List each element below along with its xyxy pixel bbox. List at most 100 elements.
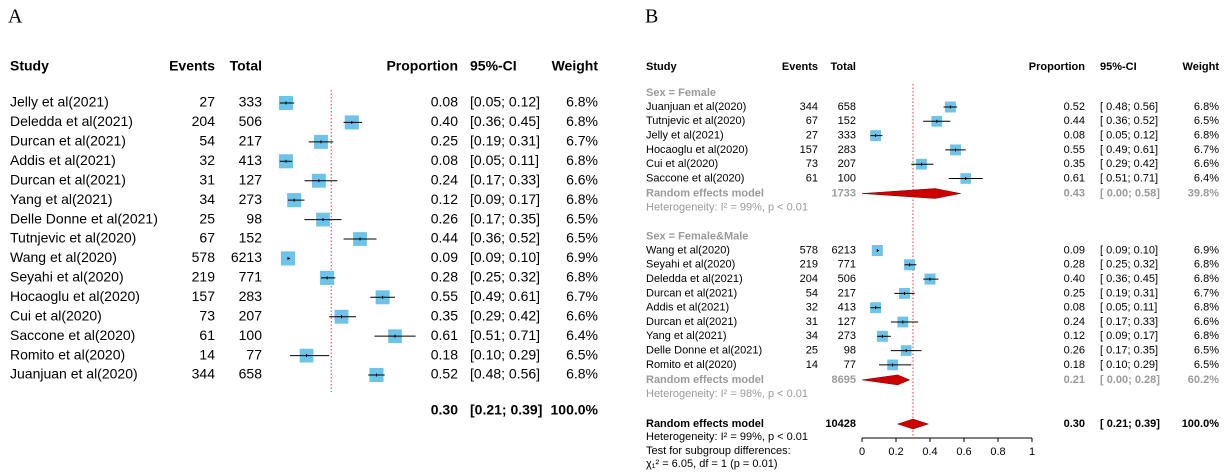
proportion: 0.28: [1064, 259, 1085, 271]
column-header: Weight: [1183, 61, 1220, 73]
study-name: Addis et al(2021): [646, 302, 729, 314]
events: 31: [199, 171, 215, 187]
study-name: Cui et al(2020): [10, 307, 102, 323]
total: 77: [844, 359, 856, 371]
proportion: 0.24: [1064, 316, 1085, 328]
weight: 6.8%: [566, 269, 598, 285]
confidence-interval: [ 0.21; 0.39]: [1100, 418, 1160, 430]
proportion: 0.09: [1064, 244, 1085, 256]
x-tick-label: 0.8: [990, 446, 1005, 458]
group-header: Sex = Female&Male: [646, 230, 748, 242]
study-name: Yang et al(2021): [646, 330, 727, 342]
confidence-interval: [0.17; 0.33]: [470, 171, 540, 187]
proportion: 0.08: [1064, 130, 1085, 142]
total: 506: [239, 113, 263, 129]
proportion: 0.40: [1064, 273, 1085, 285]
confidence-interval: [0.49; 0.61]: [470, 288, 540, 304]
study-name: Romito et al(2020): [10, 346, 125, 362]
column-header: Proportion: [386, 58, 458, 74]
total: 217: [239, 133, 263, 149]
confidence-interval: [0.10; 0.29]: [470, 346, 540, 362]
total: 413: [239, 152, 263, 168]
total: 10428: [825, 418, 856, 430]
x-tick-label: 0.4: [922, 446, 937, 458]
x-tick-label: 0.6: [956, 446, 971, 458]
events: 219: [800, 259, 818, 271]
total: 1733: [832, 187, 856, 199]
panel-label: B: [645, 6, 658, 28]
confidence-interval: [ 0.09; 0.17]: [1100, 330, 1158, 342]
study-name: Romito et al(2020): [646, 359, 737, 371]
study-name: Jelly et al(2021): [10, 94, 109, 110]
confidence-interval: [0.09; 0.17]: [470, 191, 540, 207]
confidence-interval: [0.36; 0.45]: [470, 113, 540, 129]
study-name: Saccone et al(2020): [10, 327, 135, 343]
events: 32: [199, 152, 215, 168]
proportion: 0.43: [1064, 187, 1085, 199]
study-name: Durcan et al(2021): [10, 133, 126, 149]
events: 578: [800, 244, 818, 256]
study-name: Delle Donne et al(2021): [10, 210, 158, 226]
study-name: Hocaoglu et al(2020): [10, 288, 140, 304]
confidence-interval: [ 0.05; 0.12]: [1100, 130, 1158, 142]
events: 578: [192, 249, 216, 265]
confidence-interval: [0.48; 0.56]: [470, 366, 540, 382]
study-name: Deledda et al(2021): [646, 273, 743, 285]
total: 207: [239, 307, 263, 323]
confidence-interval: [0.51; 0.71]: [470, 327, 540, 343]
confidence-interval: [0.36; 0.52]: [470, 230, 540, 246]
total: 658: [239, 366, 263, 382]
proportion: 0.55: [1064, 144, 1085, 156]
weight: 6.8%: [1194, 101, 1219, 113]
confidence-interval: [ 0.17; 0.33]: [1100, 316, 1158, 328]
proportion: 0.08: [1064, 302, 1085, 314]
weight: 6.6%: [566, 307, 598, 323]
study-name: Juanjuan et al(2020): [646, 101, 746, 113]
events: 61: [806, 172, 818, 184]
weight: 6.6%: [1194, 316, 1219, 328]
total: 283: [838, 144, 856, 156]
proportion: 0.26: [1064, 345, 1085, 357]
confidence-interval: [0.29; 0.42]: [470, 307, 540, 323]
confidence-interval: [ 0.10; 0.29]: [1100, 359, 1158, 371]
study-name: Jelly et al(2021): [646, 130, 724, 142]
events: 73: [806, 158, 818, 170]
events: 204: [192, 113, 216, 129]
weight: 6.8%: [1194, 259, 1219, 271]
study-name: Addis et al(2021): [10, 152, 116, 168]
confidence-interval: [ 0.36; 0.52]: [1100, 115, 1158, 127]
proportion: 0.35: [431, 307, 458, 323]
weight: 6.5%: [566, 210, 598, 226]
column-header: Weight: [552, 58, 599, 74]
events: 27: [199, 94, 215, 110]
events: 344: [192, 366, 216, 382]
heterogeneity: Heterogeneity: I² = 99%, p < 0.01: [646, 431, 808, 443]
weight: 6.7%: [1194, 287, 1219, 299]
events: 219: [192, 269, 216, 285]
weight: 6.8%: [566, 94, 598, 110]
total: 771: [838, 259, 856, 271]
study-name: Deledda et al(2021): [10, 113, 133, 129]
panel-label: A: [8, 6, 23, 28]
total: 217: [838, 287, 856, 299]
proportion: 0.44: [1064, 115, 1085, 127]
total: 127: [239, 171, 263, 187]
confidence-interval: [0.17; 0.35]: [470, 210, 540, 226]
weight: 6.8%: [1194, 273, 1219, 285]
x-tick-label: 0.2: [888, 446, 903, 458]
confidence-interval: [0.09; 0.10]: [470, 249, 540, 265]
confidence-interval: [ 0.09; 0.10]: [1100, 244, 1158, 256]
total: 152: [838, 115, 856, 127]
events: 32: [806, 302, 818, 314]
study-name: Tutnjevic et al(2020): [10, 230, 136, 246]
weight: 6.8%: [566, 366, 598, 382]
proportion: 0.40: [431, 113, 458, 129]
study-name: Seyahi et al(2020): [646, 259, 735, 271]
proportion: 0.44: [431, 230, 458, 246]
events: 61: [199, 327, 215, 343]
proportion: 0.25: [431, 133, 458, 149]
events: 54: [199, 133, 215, 149]
summary-diamond: [861, 374, 911, 386]
events: 54: [806, 287, 818, 299]
confidence-interval: [ 0.49; 0.61]: [1100, 144, 1158, 156]
